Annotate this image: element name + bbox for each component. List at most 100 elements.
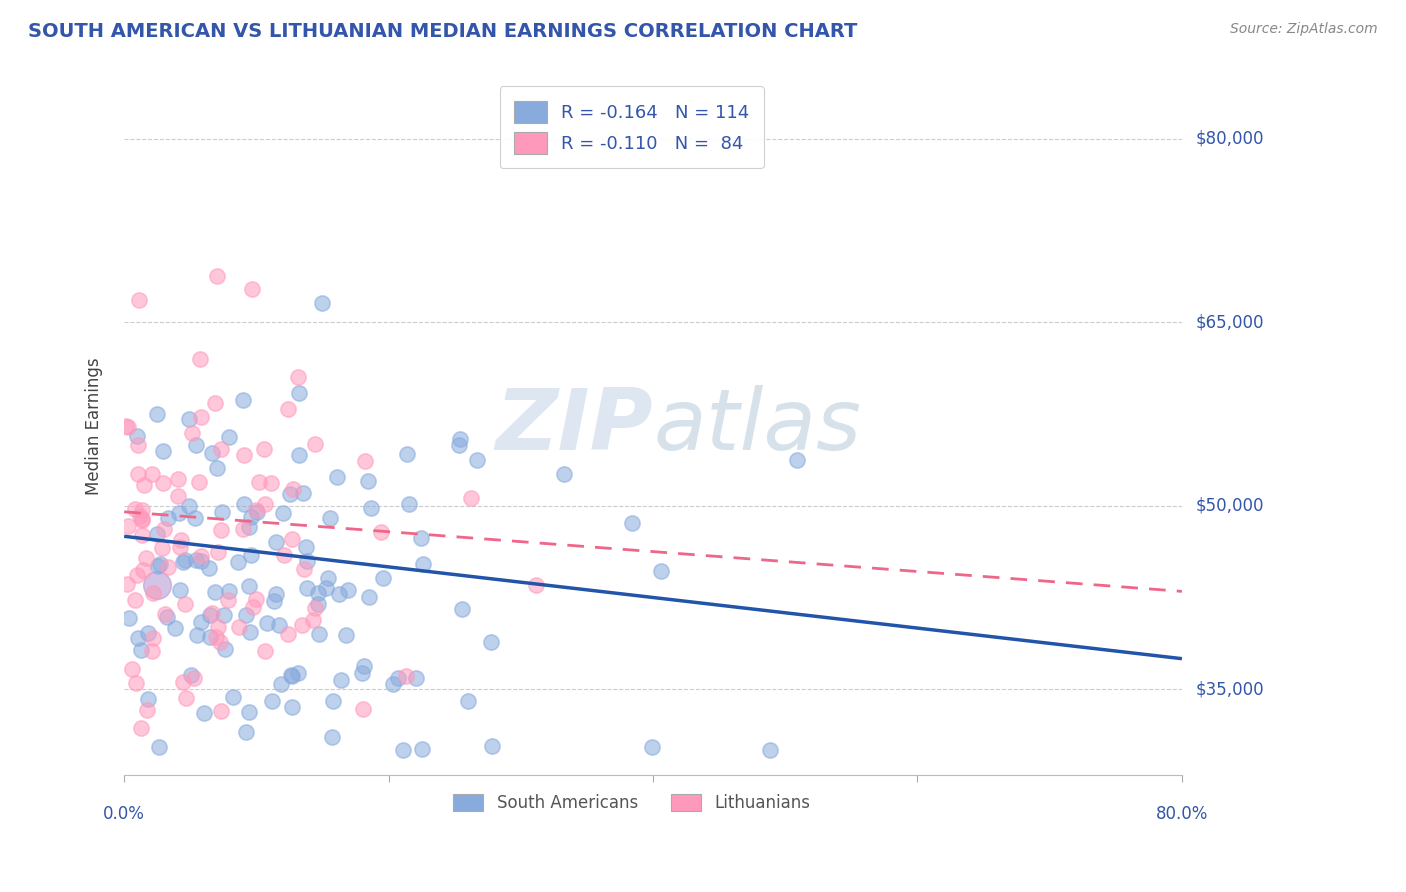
Point <box>214 607 236 622</box>
Point <box>354 453 377 467</box>
Point <box>240 282 263 296</box>
Point <box>156 610 179 624</box>
Point <box>127 632 149 646</box>
Point <box>141 644 163 658</box>
Point <box>204 395 226 409</box>
Point <box>281 669 304 683</box>
Point <box>201 446 224 460</box>
Point <box>273 549 295 563</box>
Point <box>307 597 329 611</box>
Point <box>278 487 301 501</box>
Point <box>205 630 228 644</box>
Point <box>211 505 233 519</box>
Point <box>163 621 186 635</box>
Point <box>180 426 202 441</box>
Point <box>291 486 314 500</box>
Point <box>166 472 188 486</box>
Point <box>640 740 662 755</box>
Point <box>759 743 782 757</box>
Point <box>150 541 173 555</box>
Point <box>295 581 318 595</box>
Point <box>650 564 672 578</box>
Point <box>460 491 482 506</box>
Point <box>198 608 221 623</box>
Point <box>263 593 285 607</box>
Point <box>177 499 200 513</box>
Point <box>621 516 644 530</box>
Point <box>167 506 190 520</box>
Point <box>207 461 229 475</box>
Point <box>264 587 287 601</box>
Point <box>228 620 250 634</box>
Point <box>129 643 152 657</box>
Point <box>127 467 149 482</box>
Point <box>136 703 159 717</box>
Point <box>322 694 344 708</box>
Point <box>350 666 373 681</box>
Point <box>115 418 138 433</box>
Point <box>449 432 471 446</box>
Point <box>217 592 239 607</box>
Point <box>479 635 502 649</box>
Point <box>184 553 207 567</box>
Point <box>253 442 276 456</box>
Point <box>264 534 287 549</box>
Point <box>357 474 380 488</box>
Point <box>253 497 276 511</box>
Point <box>287 665 309 680</box>
Point <box>184 511 207 525</box>
Point <box>128 293 150 307</box>
Point <box>304 436 326 450</box>
Text: $65,000: $65,000 <box>1197 313 1264 331</box>
Point <box>392 743 415 757</box>
Point <box>142 586 165 600</box>
Point <box>149 557 172 571</box>
Point <box>238 579 260 593</box>
Point <box>283 482 305 496</box>
Point <box>131 528 153 542</box>
Point <box>235 608 257 623</box>
Text: Source: ZipAtlas.com: Source: ZipAtlas.com <box>1230 22 1378 37</box>
Point <box>172 674 194 689</box>
Point <box>177 411 200 425</box>
Point <box>370 525 392 540</box>
Point <box>360 500 382 515</box>
Point <box>524 578 547 592</box>
Point <box>125 675 148 690</box>
Point <box>128 509 150 524</box>
Point <box>156 560 179 574</box>
Point <box>198 561 221 575</box>
Point <box>353 659 375 673</box>
Point <box>336 582 359 597</box>
Point <box>226 555 249 569</box>
Point <box>153 522 176 536</box>
Point <box>239 548 262 562</box>
Text: ZIP: ZIP <box>495 384 652 467</box>
Point <box>238 520 260 534</box>
Point <box>170 533 193 548</box>
Point <box>169 541 191 555</box>
Point <box>395 447 418 461</box>
Point <box>411 741 433 756</box>
Point <box>131 503 153 517</box>
Point <box>247 475 270 489</box>
Point <box>451 601 474 615</box>
Point <box>146 578 169 592</box>
Point <box>131 512 153 526</box>
Point <box>127 567 149 582</box>
Point <box>214 641 236 656</box>
Point <box>218 583 240 598</box>
Point <box>131 512 153 526</box>
Point <box>357 590 380 604</box>
Point <box>238 705 260 719</box>
Point <box>190 409 212 424</box>
Point <box>125 429 148 443</box>
Point <box>260 476 283 491</box>
Point <box>135 550 157 565</box>
Point <box>235 725 257 739</box>
Point <box>172 555 194 569</box>
Point <box>193 706 215 721</box>
Point <box>190 615 212 629</box>
Point <box>131 721 153 735</box>
Point <box>146 527 169 541</box>
